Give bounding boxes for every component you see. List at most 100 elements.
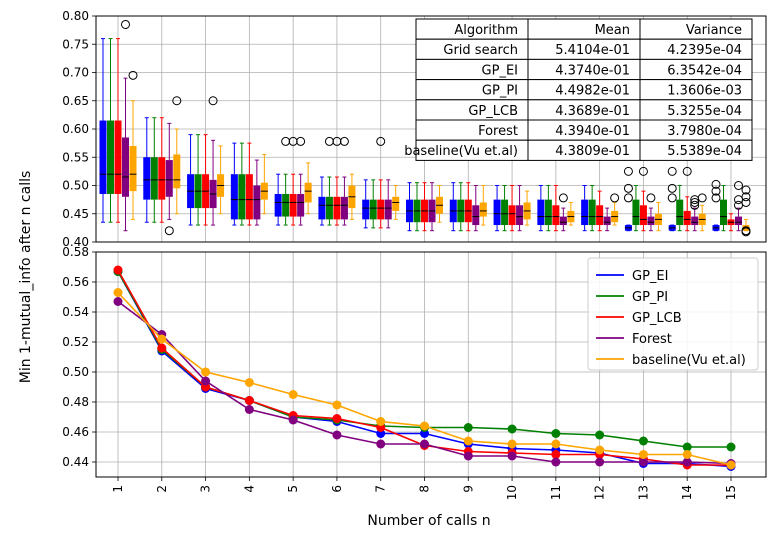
box-Forest (253, 185, 261, 220)
x-tick-label: 1 (111, 485, 125, 493)
box-Forest (735, 216, 742, 226)
x-tick-label: 5 (286, 485, 300, 493)
y-tick-label: 0.50 (62, 365, 89, 379)
data-point (201, 376, 211, 386)
table-value: 3.7980e-04 (667, 124, 742, 139)
outlier-point (690, 197, 700, 207)
data-point (507, 451, 517, 461)
x-tick-label: 15 (724, 485, 738, 500)
data-point (551, 450, 561, 459)
data-point (595, 445, 605, 455)
box-GP_PI (107, 120, 114, 194)
data-point (288, 415, 298, 425)
outlier-point (121, 19, 130, 29)
outlier-point (667, 193, 677, 203)
outlier-point (172, 96, 182, 106)
data-point (638, 457, 648, 467)
box-GP_EI (581, 199, 589, 226)
table-value: Forest (478, 124, 518, 139)
x-tick-label: 2 (155, 485, 169, 493)
box-Forest (122, 137, 129, 197)
data-point (463, 436, 473, 446)
legend-label: baseline(Vu et.al) (632, 353, 746, 368)
table-value: 5.3255e-04 (667, 104, 742, 119)
box-GP_PI (676, 199, 684, 226)
data-point (463, 451, 473, 461)
box-baseline (304, 182, 312, 203)
table-value: GP_LCB (468, 104, 518, 119)
outlier-point (741, 185, 751, 195)
outlier-point (734, 181, 743, 190)
box-baseline (479, 202, 487, 217)
outlier-point (558, 193, 568, 203)
plot-frame (95, 251, 767, 478)
data-point (244, 405, 254, 414)
x-tick-label: 11 (549, 485, 563, 500)
box-baseline (392, 196, 400, 211)
box-Forest (472, 205, 480, 226)
outlier-point (690, 200, 700, 210)
box-GP_PI (632, 199, 640, 226)
box-GP_LCB (377, 199, 385, 220)
data-point (595, 457, 605, 467)
outlier-point (711, 179, 721, 189)
box-GP_EI (537, 199, 545, 226)
y-tick-label: 0.52 (62, 335, 89, 349)
data-point (244, 396, 254, 405)
outlier-point (623, 183, 633, 193)
data-point (332, 414, 342, 423)
outlier-point (646, 193, 656, 203)
y-tick-label: 0.56 (62, 275, 89, 289)
box-Forest (603, 216, 611, 226)
outlier-point (697, 193, 707, 203)
box-Forest (165, 160, 173, 197)
outlier-point (610, 193, 620, 203)
table-header: Mean (595, 23, 630, 38)
data-point (595, 430, 605, 440)
box-GP_LCB (114, 120, 122, 194)
box-GP_EI (362, 199, 370, 220)
y-axis-label: Min 1-mutual_info after n calls (18, 171, 34, 384)
box-GP_LCB (289, 193, 297, 217)
data-point (682, 442, 692, 452)
table-cell (639, 139, 753, 161)
table-value: GP_EI (482, 63, 518, 78)
box-GP_LCB (245, 174, 253, 220)
y-tick-label: 0.75 (62, 37, 89, 51)
outlier-point (741, 192, 751, 202)
data-point (376, 439, 386, 449)
outlier-point (623, 166, 633, 176)
box-GP_EI (99, 120, 107, 194)
data-point (507, 424, 517, 434)
data-point (551, 429, 561, 438)
table-header: Variance (686, 23, 742, 38)
line-group (113, 265, 736, 471)
table-header: Algorithm (454, 23, 518, 38)
y-tick-label: 0.50 (62, 179, 89, 193)
data-point (157, 343, 167, 353)
table-value: 5.5389e-04 (667, 144, 742, 159)
data-point (420, 421, 429, 431)
box-GP_PI (369, 199, 377, 220)
data-point (332, 430, 342, 440)
box-GP_EI (493, 199, 501, 226)
y-tick-label: 0.45 (62, 207, 89, 221)
outlier-point (296, 136, 306, 146)
box-GP_LCB (333, 196, 341, 220)
box-GP_PI (238, 174, 246, 220)
box-Forest (340, 196, 348, 220)
table-value: Grid search (443, 43, 518, 58)
x-tick-label: 9 (461, 485, 475, 493)
box-GP_LCB (158, 157, 166, 200)
x-tick-label: 10 (505, 485, 519, 500)
table-value: 4.4982e-01 (555, 84, 630, 99)
data-point (113, 288, 123, 297)
box-GP_PI (544, 199, 552, 226)
outlier-point (682, 166, 692, 176)
data-point (726, 460, 736, 470)
line-plot-panel: 0.440.460.480.500.520.540.560.581 2 3 4 5 6 7 8… (62, 245, 767, 500)
y-tick-label: 0.55 (62, 150, 89, 164)
table-value: baseline(Vu et.al) (404, 144, 518, 159)
outlier-point (208, 96, 218, 106)
